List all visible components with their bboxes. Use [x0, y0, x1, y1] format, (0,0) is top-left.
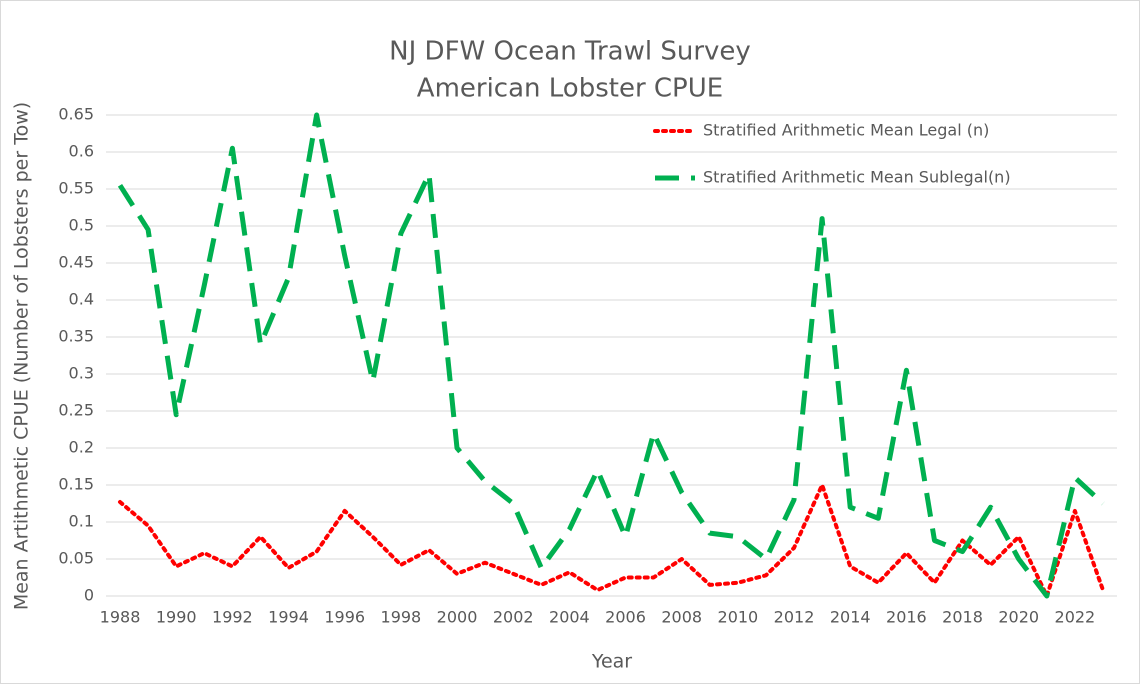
y-tick-label: 0.65 — [58, 105, 94, 124]
y-tick-label: 0.5 — [69, 216, 94, 235]
x-tick-label: 2010 — [718, 608, 759, 627]
x-tick-label: 2004 — [549, 608, 590, 627]
chart-subtitle: American Lobster CPUE — [417, 74, 723, 104]
series-line — [117, 112, 1105, 599]
series-line — [118, 483, 1105, 598]
x-tick-label: 1996 — [324, 608, 365, 627]
x-tick-label: 2012 — [774, 608, 815, 627]
x-tick-label: 2016 — [886, 608, 927, 627]
y-tick-label: 0.55 — [58, 179, 94, 198]
x-tick-label: 2002 — [493, 608, 534, 627]
x-tick-label: 2006 — [605, 608, 646, 627]
y-tick-label: 0.35 — [58, 327, 94, 346]
y-tick-label: 0.1 — [69, 512, 94, 531]
x-axis-label: Year — [591, 651, 632, 673]
x-tick-label: 2014 — [830, 608, 871, 627]
legend-label: Stratified Arithmetic Mean Sublegal(n) — [703, 168, 1011, 187]
y-tick-label: 0.25 — [58, 401, 94, 420]
x-tick-label: 1994 — [268, 608, 309, 627]
y-tick-label: 0.2 — [69, 438, 94, 457]
x-tick-label: 1998 — [381, 608, 422, 627]
y-tick-label: 0 — [84, 586, 94, 605]
legend-label: Stratified Arithmetic Mean Legal (n) — [703, 121, 989, 140]
x-tick-label: 2000 — [437, 608, 478, 627]
x-tick-label: 2020 — [998, 608, 1039, 627]
y-tick-label: 0.4 — [69, 290, 94, 309]
x-tick-label: 1992 — [212, 608, 253, 627]
y-tick-label: 0.6 — [69, 142, 94, 161]
y-tick-label: 0.05 — [58, 549, 94, 568]
x-tick-label: 2022 — [1055, 608, 1096, 627]
x-tick-label: 2018 — [942, 608, 983, 627]
x-tick-label: 1988 — [100, 608, 141, 627]
y-tick-label: 0.3 — [69, 364, 94, 383]
y-axis-label: Mean Artithmetic CPUE (Number of Lobster… — [11, 102, 33, 610]
x-tick-label: 2008 — [661, 608, 702, 627]
y-tick-label: 0.15 — [58, 475, 94, 494]
x-tick-label: 1990 — [156, 608, 197, 627]
y-tick-label: 0.45 — [58, 253, 94, 272]
chart-title: NJ DFW Ocean Trawl Survey — [389, 37, 751, 67]
